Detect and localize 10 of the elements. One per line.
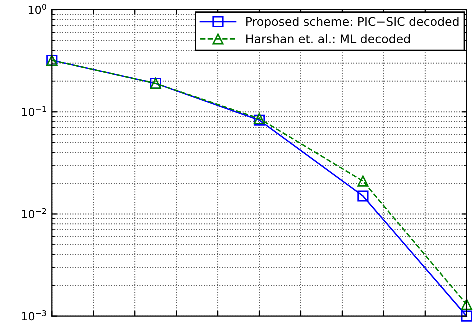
point	[358, 190, 369, 202]
legend-label: Harshan et. al.: ML decoded	[246, 34, 410, 44]
y-tick-label: 10$^{−2}$	[22, 208, 46, 219]
point	[358, 176, 369, 187]
legend-label: Proposed scheme: PIC−SIC decoded	[246, 17, 459, 28]
y-tick-label: 10$^{−3}$	[22, 310, 46, 321]
point	[461, 299, 472, 310]
y-tick-label: 10$^{0}$	[28, 4, 46, 14]
y-tick-label: 10$^{−1}$	[22, 106, 46, 116]
point	[461, 310, 472, 322]
